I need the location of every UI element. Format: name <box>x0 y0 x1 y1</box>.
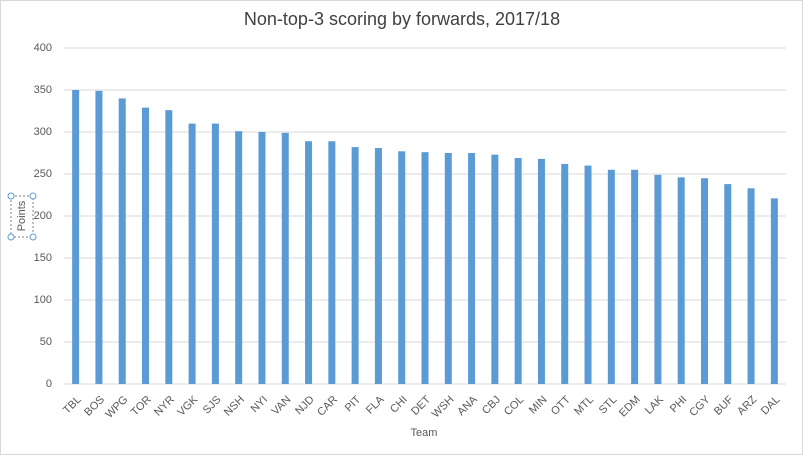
bar <box>211 123 219 384</box>
bar <box>281 132 289 384</box>
bar <box>491 154 499 384</box>
bar <box>584 165 592 384</box>
bar <box>724 184 732 384</box>
x-axis-title: Team <box>411 427 438 439</box>
selection-box <box>10 195 34 238</box>
bar <box>72 90 80 384</box>
y-tick-label: 150 <box>34 252 52 264</box>
bar <box>468 153 476 384</box>
bar <box>165 110 173 384</box>
bar <box>700 178 708 384</box>
y-axis-title-group: Points <box>7 192 37 241</box>
bar <box>747 188 755 384</box>
bar <box>374 147 382 384</box>
y-tick-label: 50 <box>40 336 52 348</box>
bar <box>188 123 196 384</box>
y-tick-label: 100 <box>34 294 52 306</box>
chart-title: Non-top-3 scoring by forwards, 2017/18 <box>244 9 560 29</box>
bar <box>235 131 243 384</box>
bar <box>142 107 150 384</box>
bar <box>95 90 103 384</box>
bar <box>537 158 545 384</box>
bar <box>677 177 685 384</box>
y-tick-label: 250 <box>34 168 52 180</box>
y-tick-label: 350 <box>34 84 52 96</box>
handle <box>29 192 37 200</box>
y-tick-label: 0 <box>46 378 52 390</box>
bar <box>328 141 336 384</box>
bar <box>654 174 662 384</box>
bar <box>607 169 615 384</box>
bar <box>421 152 429 384</box>
y-axis-title[interactable]: Points <box>16 200 28 231</box>
bar <box>118 98 126 385</box>
bar <box>514 158 522 384</box>
bar <box>444 153 452 384</box>
handle <box>29 233 37 241</box>
bar <box>305 141 313 384</box>
bar <box>398 151 406 384</box>
handle <box>7 233 15 241</box>
bar <box>351 147 359 384</box>
bar <box>770 198 778 384</box>
y-tick-label: 400 <box>34 42 52 54</box>
handle <box>7 192 15 200</box>
y-tick-label: 300 <box>34 126 52 138</box>
bar <box>258 132 266 384</box>
y-tick-label: 200 <box>34 210 52 222</box>
bar <box>561 163 569 384</box>
bar <box>631 169 639 384</box>
